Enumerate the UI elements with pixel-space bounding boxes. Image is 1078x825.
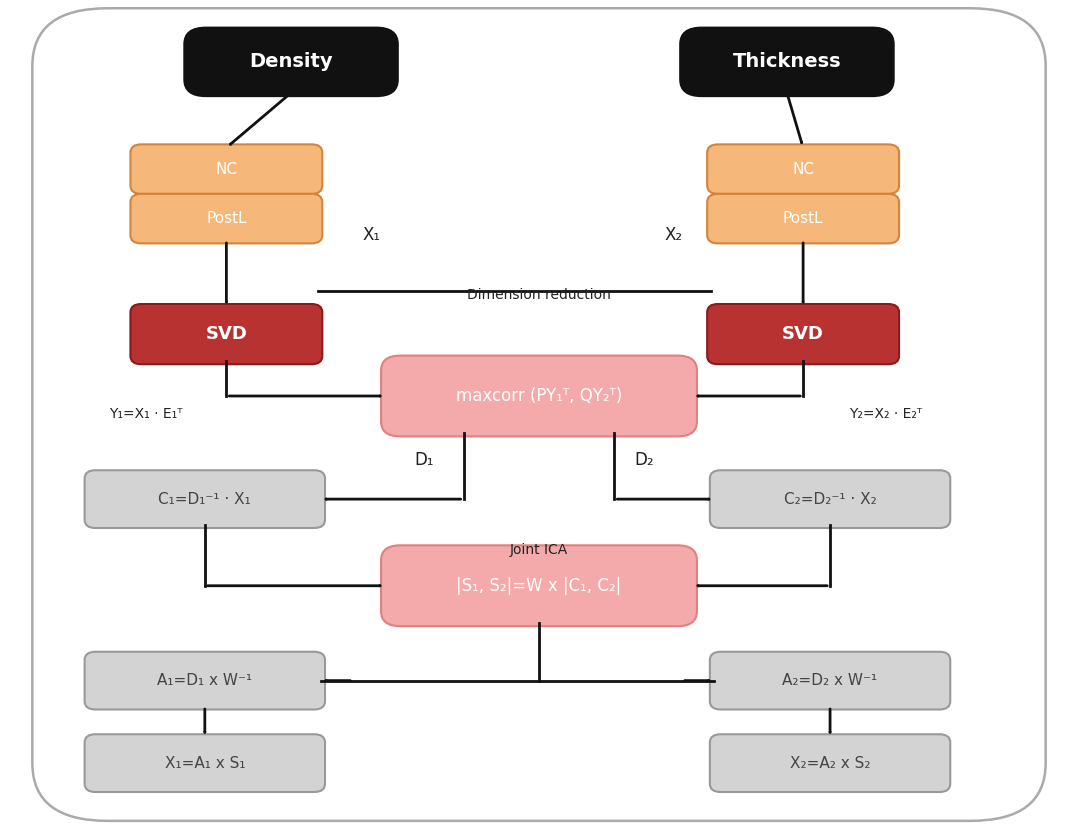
FancyBboxPatch shape [130,144,322,194]
Text: Thickness: Thickness [733,52,841,72]
Text: PostL: PostL [783,211,824,226]
Text: Density: Density [249,52,333,72]
Text: |S₁, S₂|=W x |C₁, C₂|: |S₁, S₂|=W x |C₁, C₂| [456,577,622,595]
FancyBboxPatch shape [709,734,951,792]
Text: SVD: SVD [783,325,824,343]
Text: Dimension reduction: Dimension reduction [467,288,611,301]
FancyBboxPatch shape [84,734,326,792]
FancyBboxPatch shape [707,304,899,365]
Text: C₁=D₁⁻¹ · X₁: C₁=D₁⁻¹ · X₁ [158,492,251,507]
FancyBboxPatch shape [709,470,951,528]
FancyBboxPatch shape [184,27,398,96]
FancyBboxPatch shape [707,144,899,194]
Text: Y₁=X₁ · E₁ᵀ: Y₁=X₁ · E₁ᵀ [109,408,182,421]
FancyBboxPatch shape [84,652,326,710]
FancyBboxPatch shape [130,304,322,365]
Text: A₂=D₂ x W⁻¹: A₂=D₂ x W⁻¹ [783,673,877,688]
FancyBboxPatch shape [680,27,894,96]
FancyBboxPatch shape [84,470,326,528]
Text: X₁=A₁ x S₁: X₁=A₁ x S₁ [165,756,245,771]
Text: X₂: X₂ [665,226,682,244]
Text: Joint ICA: Joint ICA [510,544,568,557]
FancyBboxPatch shape [709,652,951,710]
Text: PostL: PostL [206,211,247,226]
Text: C₂=D₂⁻¹ · X₂: C₂=D₂⁻¹ · X₂ [784,492,876,507]
FancyBboxPatch shape [707,194,899,243]
FancyBboxPatch shape [382,545,697,626]
Text: maxcorr (PY₁ᵀ, QY₂ᵀ): maxcorr (PY₁ᵀ, QY₂ᵀ) [456,387,622,405]
Text: D₂: D₂ [635,450,654,469]
Text: D₁: D₁ [414,450,433,469]
Text: X₂=A₂ x S₂: X₂=A₂ x S₂ [790,756,870,771]
FancyBboxPatch shape [382,356,697,436]
Text: X₁: X₁ [363,226,381,244]
Text: NC: NC [792,162,814,177]
Text: A₁=D₁ x W⁻¹: A₁=D₁ x W⁻¹ [157,673,252,688]
FancyBboxPatch shape [130,194,322,243]
Text: NC: NC [216,162,237,177]
Text: SVD: SVD [206,325,247,343]
FancyBboxPatch shape [32,8,1046,821]
Text: Y₂=X₂ · E₂ᵀ: Y₂=X₂ · E₂ᵀ [849,408,923,421]
